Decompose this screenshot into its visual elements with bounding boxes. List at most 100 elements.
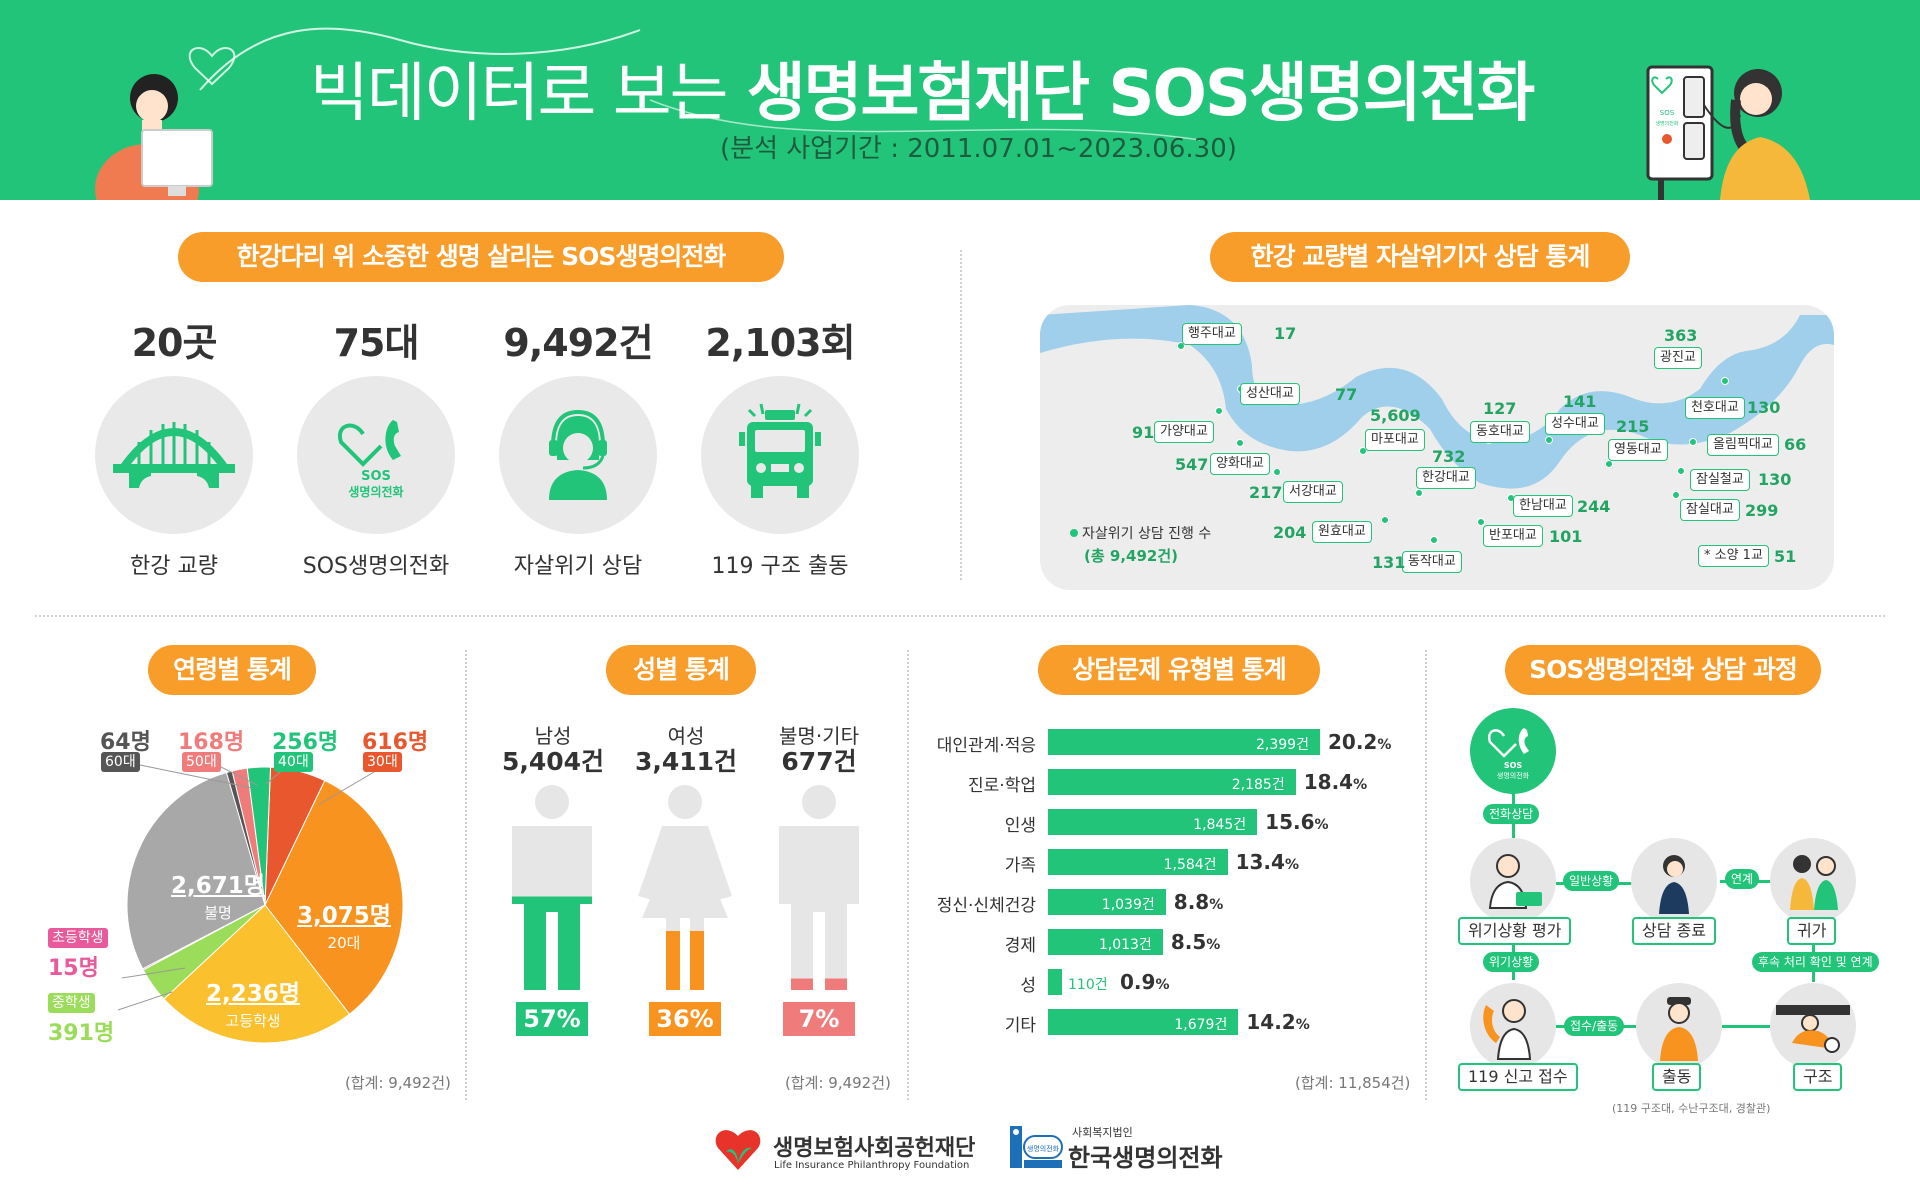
gender-figures bbox=[512, 785, 859, 990]
bridge-count-gayang: 91 bbox=[1132, 423, 1155, 442]
problem-bar-percent: 8.5% bbox=[1171, 930, 1220, 954]
problem-bar bbox=[1048, 889, 1166, 915]
bridge-label-banpo: 반포대교 bbox=[1483, 525, 1543, 547]
summary-pill: 한강다리 위 소중한 생명 살리는 SOS생명의전화 bbox=[178, 232, 784, 282]
tag-receive-dispatch: 접수/출동 bbox=[1564, 1016, 1625, 1036]
age-elementary-tag: 초등학생 bbox=[48, 928, 108, 948]
age-60s-value: 64명 bbox=[100, 730, 151, 755]
age-elementary-value: 15명 bbox=[48, 956, 99, 981]
problem-bar-count: 1,845건 bbox=[1193, 817, 1247, 833]
legend-total: (총 9,492건) bbox=[1084, 547, 1178, 565]
problem-bar-percent: 14.2% bbox=[1246, 1010, 1309, 1034]
gender-total-note: (합계: 9,492건) bbox=[785, 1074, 891, 1092]
problem-bar-count: 1,584건 bbox=[1163, 857, 1217, 873]
bridge-label-soyang: * 소양 1교 bbox=[1698, 545, 1769, 567]
problem-percent-unit: % bbox=[1209, 897, 1224, 913]
age-high-value: 2,236명 bbox=[206, 981, 300, 1007]
sos-phone-start-icon: SOS 생명의전화 bbox=[1470, 708, 1556, 794]
problem-bar bbox=[1048, 849, 1228, 875]
problem-percent-unit: % bbox=[1206, 937, 1221, 953]
bridge-dot bbox=[1721, 377, 1729, 385]
bridge-label-seogang: 서강대교 bbox=[1283, 481, 1343, 503]
problem-bar-count: 1,013건 bbox=[1098, 937, 1152, 953]
step-assessment: 위기상황 평가 bbox=[1458, 917, 1572, 945]
org2-name: 한국생명의전화 bbox=[1068, 1144, 1223, 1172]
dispatch-illustration bbox=[1636, 983, 1722, 1069]
bridge-label-yeongdong: 영동대교 bbox=[1608, 439, 1668, 461]
assessment-illustration bbox=[1470, 838, 1556, 924]
bridge-dot bbox=[1177, 342, 1185, 350]
female-fill bbox=[666, 930, 704, 990]
problem-category-label: 대인관계·적응 bbox=[936, 736, 1036, 756]
gender-male-label: 남성 bbox=[534, 724, 572, 748]
stat-phones-value: 75대 bbox=[333, 321, 420, 365]
sos-phone-booth-illustration: SOS 생명의전화 bbox=[1646, 65, 1810, 200]
bridge-label-yanghwa: 양화대교 bbox=[1210, 453, 1270, 475]
age-middle-tag: 중학생 bbox=[48, 993, 95, 1013]
other-fill bbox=[791, 978, 847, 990]
process-pill: SOS생명의전화 상담 과정 bbox=[1505, 645, 1821, 695]
org1-english-name: Life Insurance Philanthropy Foundation bbox=[774, 1160, 970, 1171]
problem-bar bbox=[1048, 809, 1258, 835]
problem-percent-value: 8.5 bbox=[1170, 930, 1207, 954]
male-figure bbox=[512, 785, 592, 990]
bridge-dot bbox=[1605, 460, 1613, 468]
title-light: 빅데이터로 보는 bbox=[310, 57, 729, 131]
problem-bar-count: 2,399건 bbox=[1256, 737, 1309, 753]
header-decoration bbox=[188, 27, 1201, 141]
bridge-count-wonhyo: 204 bbox=[1273, 523, 1307, 542]
gender-female-label: 여성 bbox=[667, 724, 705, 748]
age-50s-value: 168명 bbox=[178, 730, 245, 755]
connector-line bbox=[1722, 1025, 1770, 1028]
stat-counsel-label: 자살위기 상담 bbox=[513, 554, 643, 579]
process-footnote: (119 구조대, 수난구조대, 경찰관) bbox=[1612, 1102, 1771, 1115]
problem-category-label: 진로·학업 bbox=[968, 776, 1036, 796]
analysis-period: (분석 사업기간 : 2011.07.01~2023.06.30) bbox=[720, 134, 1237, 164]
bridge-count-dongjak: 131 bbox=[1372, 553, 1406, 572]
problems-total-note: (합계: 11,854건) bbox=[1295, 1074, 1411, 1092]
pie-slice-1 bbox=[264, 779, 404, 1015]
section-divider bbox=[35, 615, 1885, 617]
problem-bar-count: 1,039건 bbox=[1101, 897, 1155, 913]
stat-counsel-value: 9,492건 bbox=[503, 321, 653, 365]
han-river-map: 행주대교 17 성산대교 77 가양대교 91 양화대교 547 서강대교 21… bbox=[1040, 305, 1834, 590]
stat-rescue-value: 2,103회 bbox=[705, 321, 855, 365]
problem-percent-unit: % bbox=[1155, 977, 1170, 993]
age-middle-value: 391명 bbox=[48, 1021, 115, 1046]
age-total-note: (합계: 9,492건) bbox=[345, 1074, 451, 1092]
stat-bridges-value: 20곳 bbox=[131, 321, 218, 365]
problem-bar-percent: 15.6% bbox=[1265, 810, 1328, 834]
bridge-dot bbox=[1415, 489, 1423, 497]
bridge-dot bbox=[1381, 516, 1389, 524]
problem-bar-count: 2,185건 bbox=[1231, 777, 1285, 793]
org2-prefix: 사회복지법인 bbox=[1072, 1126, 1133, 1139]
problem-percent-unit: % bbox=[1314, 817, 1329, 833]
org2-badge-text: 생명의전화 bbox=[1027, 1144, 1060, 1153]
bridge-count-jamsil-railway: 130 bbox=[1758, 470, 1792, 489]
bridge-dot bbox=[1545, 436, 1553, 444]
problem-bar-percent: 8.8% bbox=[1174, 890, 1223, 914]
bridge-count-haengju: 17 bbox=[1274, 324, 1297, 343]
problem-category-label: 가족 bbox=[1004, 856, 1036, 876]
age-unknown-label: 불명 bbox=[204, 904, 232, 922]
problem-category-label: 인생 bbox=[1004, 816, 1036, 836]
section-divider bbox=[1425, 650, 1427, 1100]
bridge-count-gwangjin: 363 bbox=[1664, 326, 1698, 345]
bridge-label-seongsu: 성수대교 bbox=[1545, 413, 1605, 435]
legend-label: 자살위기 상담 진행 수 bbox=[1082, 526, 1212, 542]
age-high-label: 고등학생 bbox=[225, 1012, 281, 1030]
step-end-counseling: 상담 종료 bbox=[1632, 917, 1716, 945]
tag-phone-counseling: 전화상담 bbox=[1483, 804, 1540, 824]
step-119-report: 119 신고 접수 bbox=[1458, 1063, 1578, 1091]
other-figure bbox=[779, 785, 859, 990]
problem-percent-unit: % bbox=[1353, 777, 1368, 793]
fire-truck-icon bbox=[701, 376, 859, 534]
bridge-label-olympic: 올림픽대교 bbox=[1707, 434, 1779, 456]
gender-other-label: 불명·기타 bbox=[779, 724, 859, 748]
legend-dot bbox=[1070, 529, 1078, 537]
bridge-count-yanghwa: 547 bbox=[1175, 455, 1209, 474]
age-unknown-value: 2,671명 bbox=[171, 873, 265, 899]
problem-percent-value: 15.6 bbox=[1265, 810, 1315, 834]
rescue-illustration bbox=[1770, 983, 1856, 1069]
sos-icon-text: SOS bbox=[361, 469, 391, 484]
